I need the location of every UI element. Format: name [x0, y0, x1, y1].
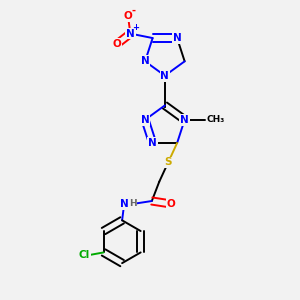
Text: O: O — [112, 39, 121, 49]
Text: H: H — [129, 200, 136, 208]
Text: O: O — [167, 199, 176, 209]
Text: +: + — [132, 22, 139, 32]
Text: S: S — [164, 158, 172, 167]
Text: N: N — [173, 33, 182, 43]
Text: N: N — [120, 199, 129, 209]
Text: N: N — [180, 115, 189, 125]
Text: CH₃: CH₃ — [207, 115, 225, 124]
Text: -: - — [131, 5, 135, 15]
Text: N: N — [141, 56, 149, 66]
Text: N: N — [148, 138, 157, 148]
Text: O: O — [124, 11, 132, 21]
Text: N: N — [126, 28, 135, 39]
Text: N: N — [160, 71, 169, 81]
Text: Cl: Cl — [79, 250, 90, 260]
Text: N: N — [141, 115, 149, 125]
